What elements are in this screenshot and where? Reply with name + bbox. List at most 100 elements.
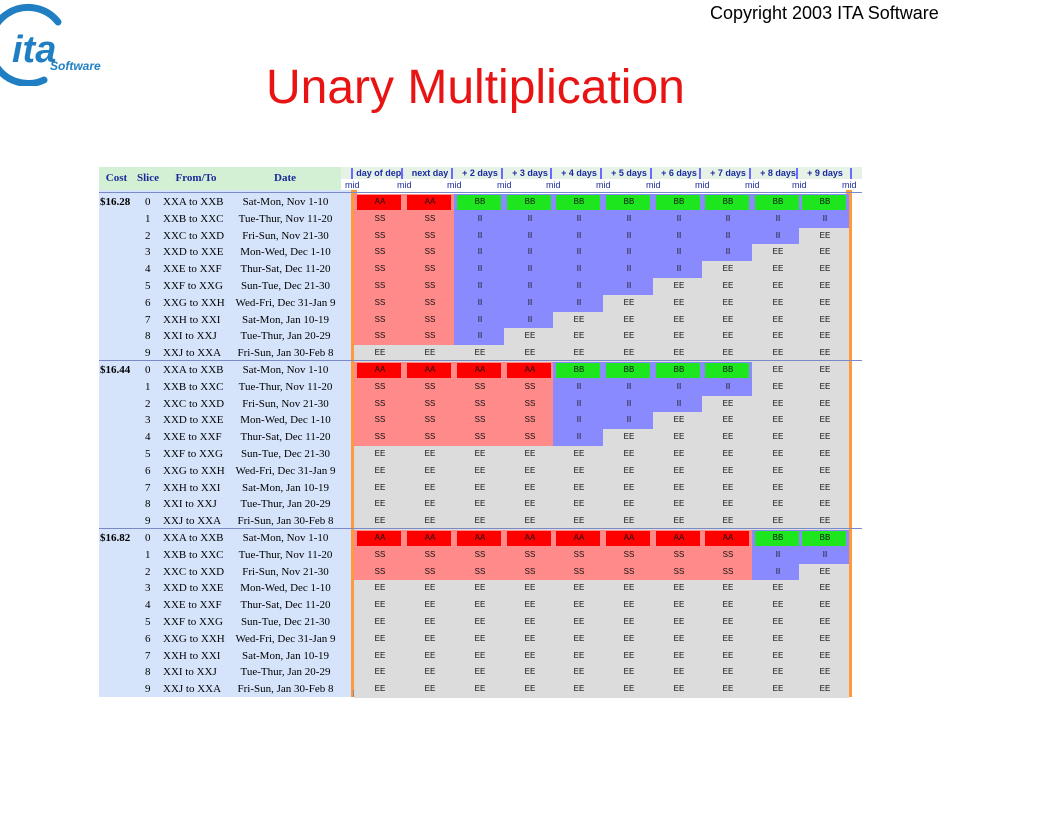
fare-cell-bg: [404, 446, 454, 463]
slice-number: 8: [145, 666, 151, 679]
fare-cell-bg: [702, 362, 752, 379]
fare-cell-bg: [553, 328, 603, 346]
slice-number: 0: [145, 532, 151, 544]
fare-cell-bg: [752, 194, 802, 211]
date-range-label: Fri-Sun, Jan 30-Feb 8: [237, 515, 334, 528]
fare-cell: EE: [819, 499, 831, 509]
fare-cell: EE: [573, 331, 585, 341]
fare-cell-bg: [799, 630, 849, 648]
fare-cell-core: [656, 363, 700, 378]
mid-label: mid: [792, 180, 807, 190]
fare-cell: EE: [623, 348, 635, 358]
fare-cell-bg: [653, 630, 703, 648]
fare-cell: EE: [524, 650, 536, 660]
fare-cell: EE: [524, 348, 536, 358]
fare-cell: II: [626, 398, 632, 408]
fare-cell-bg: [653, 681, 703, 698]
fare-cell-bg: [504, 362, 554, 379]
fare-cell: EE: [474, 583, 486, 593]
fare-cell: BB: [722, 197, 734, 206]
fare-cell: SS: [424, 331, 436, 341]
fare-cell-bg: [454, 328, 504, 346]
fare-cell: EE: [524, 600, 536, 610]
fare-cell-core: [606, 195, 650, 210]
fare-cell: EE: [673, 449, 685, 458]
slice-number: 8: [145, 330, 151, 343]
slice-number: 3: [145, 246, 151, 259]
fare-cell-bg: [799, 362, 849, 379]
fare-cell-bg: [354, 294, 404, 312]
fare-cell: EE: [424, 449, 436, 458]
date-range-label: Fri-Sun, Nov 21-30: [242, 229, 329, 242]
fare-cell: EE: [573, 600, 585, 610]
fare-cell-bg: [752, 429, 802, 446]
block-separator: [99, 528, 862, 529]
fare-cell: II: [626, 247, 632, 257]
date-range-label: Sat-Mon, Nov 1-10: [242, 532, 329, 544]
fare-cell: EE: [623, 499, 635, 509]
fare-cell-bg: [504, 345, 554, 362]
route-label: XXA to XXB: [163, 364, 224, 376]
fare-cell-bg: [404, 412, 454, 430]
fare-cell: EE: [573, 449, 585, 458]
fare-cell-bg: [354, 614, 404, 631]
fare-cell-bg: [752, 446, 802, 463]
fare-cell: SS: [374, 566, 386, 576]
slice-number: 2: [145, 229, 151, 242]
fare-cell-bg: [799, 395, 849, 413]
column-header-separator: [401, 168, 403, 179]
fare-cell-bg: [603, 580, 653, 598]
column-header-separator: [351, 168, 353, 179]
slice-number: 0: [145, 364, 151, 376]
fare-cell: EE: [819, 348, 831, 358]
fare-cell-bg: [603, 614, 653, 631]
fare-cell: EE: [673, 314, 685, 324]
fare-cell-bg: [404, 546, 454, 564]
fare-cell-bg: [603, 328, 653, 346]
fare-cell: AA: [474, 533, 486, 542]
fare-cell-core: [802, 195, 846, 210]
fare-cell: EE: [819, 247, 831, 257]
fare-cell: EE: [524, 482, 536, 492]
fare-cell-bg: [404, 378, 454, 396]
fare-cell: II: [576, 297, 582, 307]
fare-cell-core: [705, 531, 749, 546]
fare-cell-bg: [454, 378, 504, 396]
fare-cell-bg: [553, 261, 603, 278]
fare-cell-core: [656, 531, 700, 546]
slice-number: 5: [145, 616, 151, 628]
fare-cell-core: [407, 363, 451, 378]
mid-label: mid: [397, 180, 412, 190]
date-range-label: Fri-Sun, Nov 21-30: [242, 397, 329, 410]
fare-cell: EE: [573, 499, 585, 509]
fare-cell: AA: [374, 533, 386, 542]
fare-cell: II: [676, 398, 682, 408]
fare-cell-bg: [404, 345, 454, 362]
fare-cell: EE: [524, 684, 536, 694]
fare-cell: EE: [819, 297, 831, 307]
fare-cell-bg: [553, 395, 603, 413]
fare-cell: SS: [474, 398, 486, 408]
fare-cell: SS: [424, 281, 436, 290]
fare-cell-bg: [553, 278, 603, 295]
fare-cell: EE: [623, 617, 635, 626]
fare-cell-bg: [752, 580, 802, 598]
fare-cell-bg: [404, 194, 454, 211]
fare-cell: BB: [573, 197, 585, 206]
fare-cell-bg: [404, 278, 454, 295]
fare-cell: EE: [524, 583, 536, 593]
fare-cell-bg: [504, 278, 554, 295]
fare-cell-bg: [454, 429, 504, 446]
fare-cell: II: [527, 247, 533, 257]
slice-number: 1: [145, 380, 151, 393]
fare-cell-bg: [752, 530, 802, 547]
fare-cell: EE: [673, 516, 685, 526]
fare-cell: EE: [772, 314, 784, 324]
fare-cell-bg: [702, 530, 752, 547]
fare-cell: EE: [573, 667, 585, 677]
fare-cell-bg: [404, 395, 454, 413]
fare-cell: AA: [573, 533, 585, 542]
fare-cell: EE: [474, 617, 486, 626]
fare-cell-bg: [454, 194, 504, 211]
fare-cell-bg: [752, 630, 802, 648]
